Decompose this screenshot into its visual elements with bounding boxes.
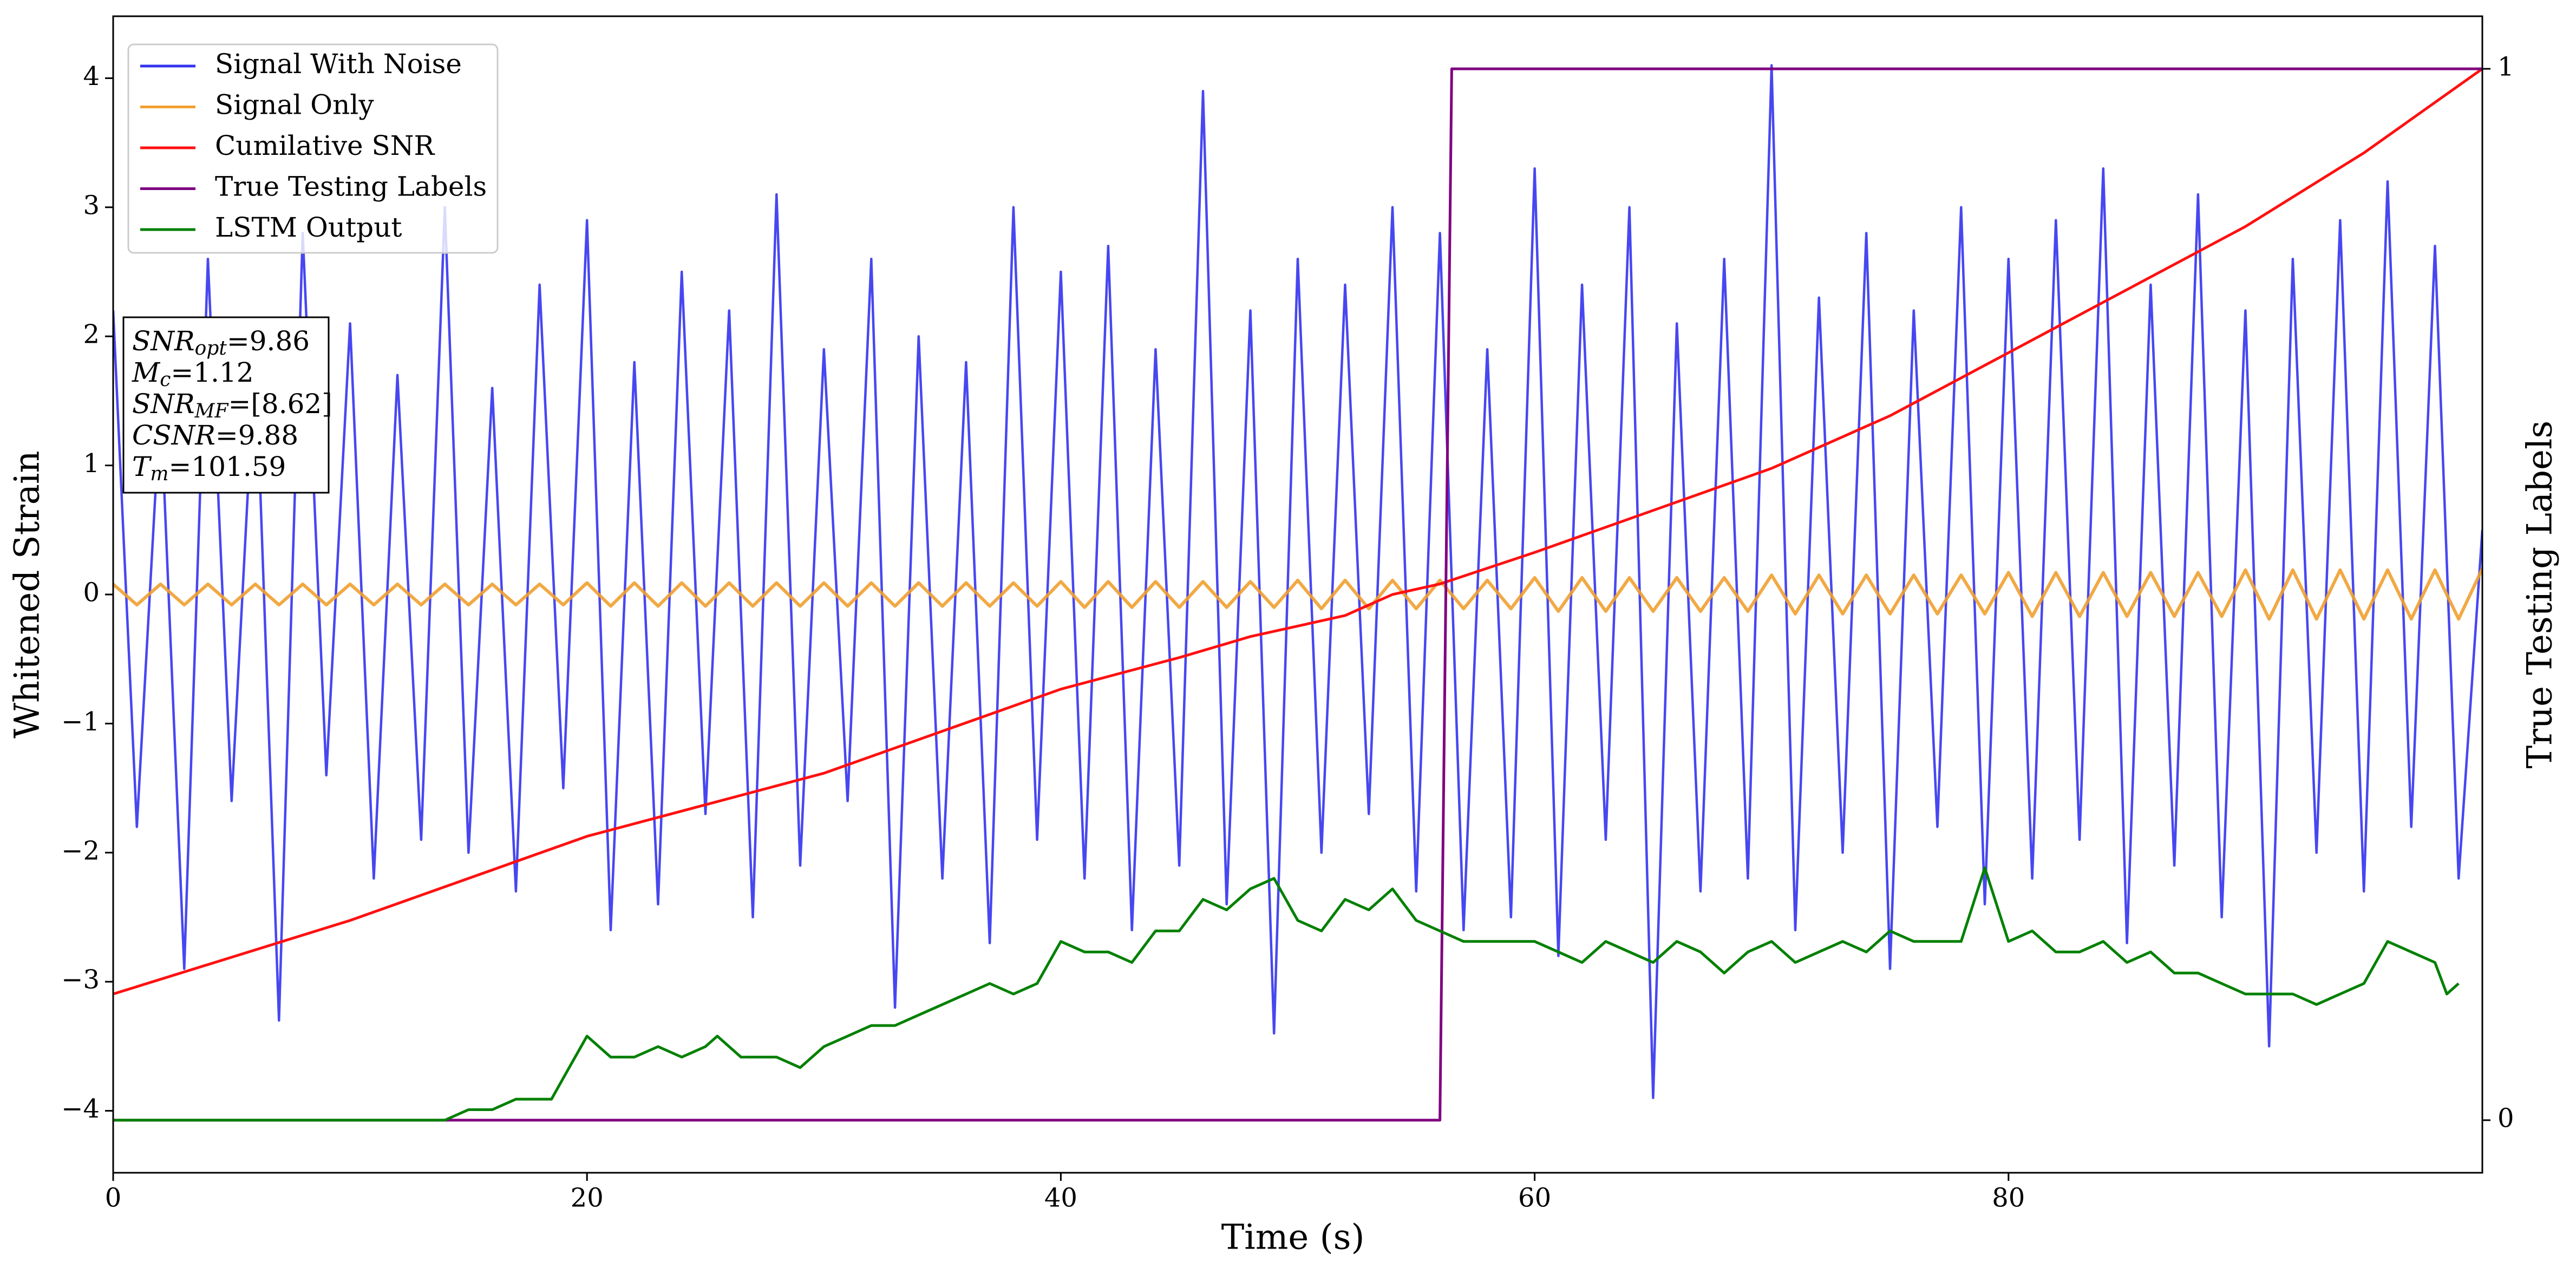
- annotation-symbol: T: [132, 451, 152, 482]
- annotation-text: Mc=1.12: [132, 357, 254, 391]
- annotation-symbol: SNR: [132, 388, 195, 420]
- legend-label: Signal Only: [215, 89, 374, 121]
- annotation-text: CSNR=9.88: [132, 420, 298, 451]
- series-line: [113, 67, 2482, 1122]
- annotation-value: =9.86: [227, 325, 310, 357]
- y-tick-label: 4: [83, 61, 100, 92]
- x-tick-label: 20: [571, 1183, 604, 1213]
- annotation-subscript: MF: [194, 400, 230, 422]
- legend-box: [127, 43, 499, 254]
- annotation-symbol: M: [132, 357, 161, 388]
- plot-frame: [112, 15, 2483, 1174]
- series-line: [113, 568, 2482, 621]
- x-tick-label: 80: [1992, 1183, 2025, 1213]
- y-tick-label: −4: [61, 1094, 100, 1124]
- series-line: [113, 64, 2482, 1099]
- legend-label: Cumilative SNR: [215, 130, 435, 161]
- y-tick-label: 3: [83, 190, 100, 220]
- legend-label: LSTM Output: [215, 212, 402, 243]
- annotation-value: =101.59: [169, 451, 286, 482]
- y2-axis-label: True Testing Labels: [2520, 421, 2560, 769]
- x-tick-label: 60: [1518, 1183, 1551, 1213]
- annotation-subscript: c: [160, 369, 171, 391]
- legend-label: True Testing Labels: [215, 171, 487, 202]
- annotation-text: SNRopt=9.86: [132, 325, 310, 360]
- annotation-box: [122, 316, 330, 494]
- series-line: [113, 866, 2460, 1122]
- annotation-text: SNRMF=[8.62]: [132, 388, 332, 422]
- annotation-text: Tm=101.59: [132, 451, 286, 485]
- annotation-subscript: opt: [195, 337, 227, 360]
- annotation-value: =1.12: [171, 357, 253, 388]
- annotation-value: =[8.62]: [228, 388, 332, 420]
- x-tick-label: 40: [1044, 1183, 1077, 1213]
- y2-tick-label: 0: [2497, 1103, 2514, 1133]
- y-tick-label: −2: [61, 835, 100, 866]
- annotation-symbol: SNR: [132, 325, 195, 357]
- legend-label: Signal With Noise: [215, 48, 462, 80]
- y-tick-label: 1: [83, 448, 100, 479]
- y-tick-label: 0: [83, 578, 100, 608]
- y-tick-label: −1: [61, 707, 100, 737]
- annotation-symbol: CSNR: [132, 420, 215, 451]
- y-tick-label: 2: [83, 319, 100, 350]
- series-line: [113, 68, 2482, 996]
- y-tick-label: −3: [61, 965, 100, 995]
- y-axis-label: Whitened Strain: [8, 450, 48, 738]
- x-tick-label: 0: [105, 1183, 122, 1213]
- annotation-value: =9.88: [215, 420, 298, 451]
- x-axis-label: Time (s): [1221, 1218, 1365, 1258]
- y2-tick-label: 1: [2497, 52, 2514, 82]
- annotation-subscript: m: [150, 463, 168, 485]
